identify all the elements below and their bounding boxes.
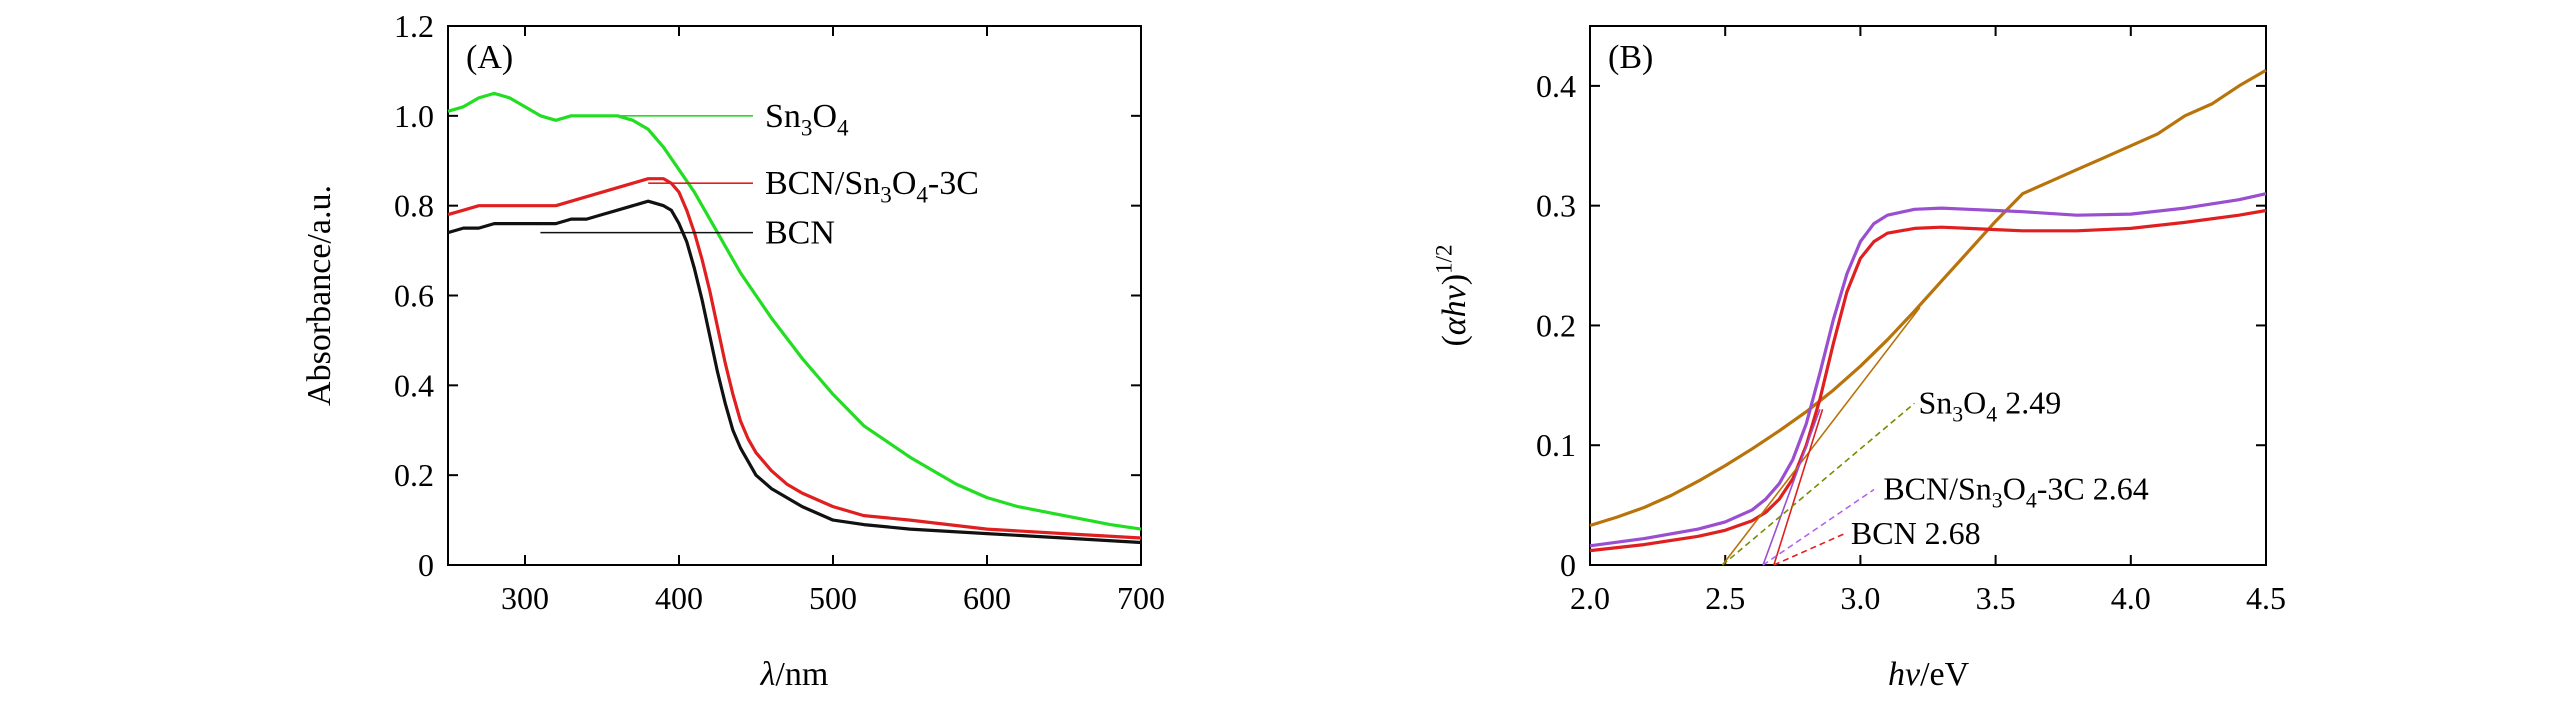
x-axis-label-unit: /nm (775, 656, 828, 693)
x-tick-label: 2.0 (1570, 580, 1610, 616)
series-label-part: 3 (880, 182, 892, 208)
x-tick-label: 500 (809, 580, 857, 616)
bandgap-annotation-part: 3 (1952, 402, 1963, 426)
y-axis-label-part: ( (1436, 335, 1473, 346)
series-line (1589, 208, 2267, 553)
annotation-leader (1773, 533, 1845, 566)
tangent-line (1773, 409, 1824, 566)
y-tick-label: 0.3 (1536, 188, 1576, 224)
y-tick-label: 0.4 (394, 367, 434, 403)
series-line (447, 199, 1142, 545)
panel-label: (B) (1608, 39, 1653, 76)
bandgap-annotation-part: -3C 2.64 (2037, 471, 2149, 507)
x-axis-label-part: hv (1888, 656, 1921, 693)
y-axis-label-part: ) (1436, 274, 1473, 285)
series-label-part: O (812, 98, 837, 135)
bandgap-annotation-part: BCN/Sn (1883, 471, 1991, 507)
series-label-part: BCN/Sn (765, 165, 880, 202)
bandgap-annotation-part: 4 (2026, 489, 2037, 513)
x-axis-label: λ/nm (760, 656, 829, 693)
x-tick-label: 3.0 (1840, 580, 1880, 616)
x-axis-label-symbol: λ (760, 656, 776, 693)
x-axis-label-part: /eV (1920, 656, 1970, 693)
x-tick-label: 600 (963, 580, 1011, 616)
x-tick-label: 4.0 (2111, 580, 2151, 616)
y-tick-label: 0 (1560, 547, 1576, 583)
series-label: BCN (765, 215, 835, 252)
y-tick-label: 0.2 (1536, 307, 1576, 343)
series-label-part: Sn (765, 98, 801, 135)
y-tick-label: 0.8 (394, 188, 434, 224)
series-label-part: 4 (916, 182, 928, 208)
y-tick-label: 0.4 (1536, 68, 1576, 104)
series-line (447, 177, 1142, 540)
bandgap-annotation: BCN 2.68 (1851, 515, 1981, 551)
x-tick-label: 700 (1117, 580, 1165, 616)
x-tick-label: 4.5 (2246, 580, 2286, 616)
panel-a: 300 400 500 600 700 0 0.2 0.4 0.6 0.8 1.0 1.2 (A) λ/n… (301, 8, 1165, 693)
bandgap-annotation-part: 4 (1986, 402, 1997, 426)
y-axis-label: Absorbance/a.u. (301, 185, 338, 406)
series-label-part: -3C (928, 165, 979, 202)
y-tick-label: 1.0 (394, 98, 434, 134)
series-line (1589, 68, 2267, 528)
bandgap-annotation: BCN/Sn3O4-3C 2.64 (1883, 471, 2148, 513)
y-tick-label: 1.2 (394, 8, 434, 44)
annotation-leader (1721, 402, 1915, 566)
x-tick-label: 2.5 (1705, 580, 1745, 616)
y-axis-label: (αhv)1/2 (1430, 244, 1473, 346)
bandgap-annotation-part: 2.49 (1997, 384, 2061, 420)
x-tick-label: 3.5 (1976, 580, 2016, 616)
series-label: Sn3O4 (765, 98, 849, 141)
x-tick-label: 300 (501, 580, 549, 616)
y-tick-label: 0.2 (394, 457, 434, 493)
y-axis-label-part: 1/2 (1430, 244, 1456, 274)
bandgap-annotation-part: O (2003, 471, 2026, 507)
series-line (447, 91, 1142, 531)
bandgap-annotation-part: BCN 2.68 (1851, 515, 1981, 551)
plot-frame (1589, 25, 2267, 566)
tangent-line (1721, 306, 1921, 566)
y-tick-label: 0.1 (1536, 427, 1576, 463)
bandgap-annotation: Sn3O4 2.49 (1918, 384, 2061, 426)
series-label-part: 3 (801, 114, 813, 140)
x-tick-label: 400 (655, 580, 703, 616)
tangent-line (1762, 409, 1821, 566)
annotation-leader (1762, 488, 1875, 566)
bandgap-annotation-part: 3 (1992, 489, 2003, 513)
y-axis-label-part: αhv (1436, 284, 1473, 335)
series-label-part: O (892, 165, 917, 202)
bandgap-annotation-part: Sn (1918, 384, 1952, 420)
y-tick-label: 0.6 (394, 278, 434, 314)
panel-label: (A) (466, 39, 513, 76)
series-label-part: 4 (837, 114, 849, 140)
series-label-part: BCN (765, 215, 835, 252)
panel-b: 2.0 2.5 3.0 3.5 4.0 4.5 0 0.1 0.2 0.3 0.4 (B) hv/eV (… (1430, 25, 2286, 693)
series-label: BCN/Sn3O4-3C (765, 165, 979, 208)
y-tick-label: 0 (418, 547, 434, 583)
x-axis-label: hv/eV (1888, 656, 1970, 693)
bandgap-annotation-part: O (1963, 384, 1986, 420)
series-line (1589, 192, 2267, 548)
